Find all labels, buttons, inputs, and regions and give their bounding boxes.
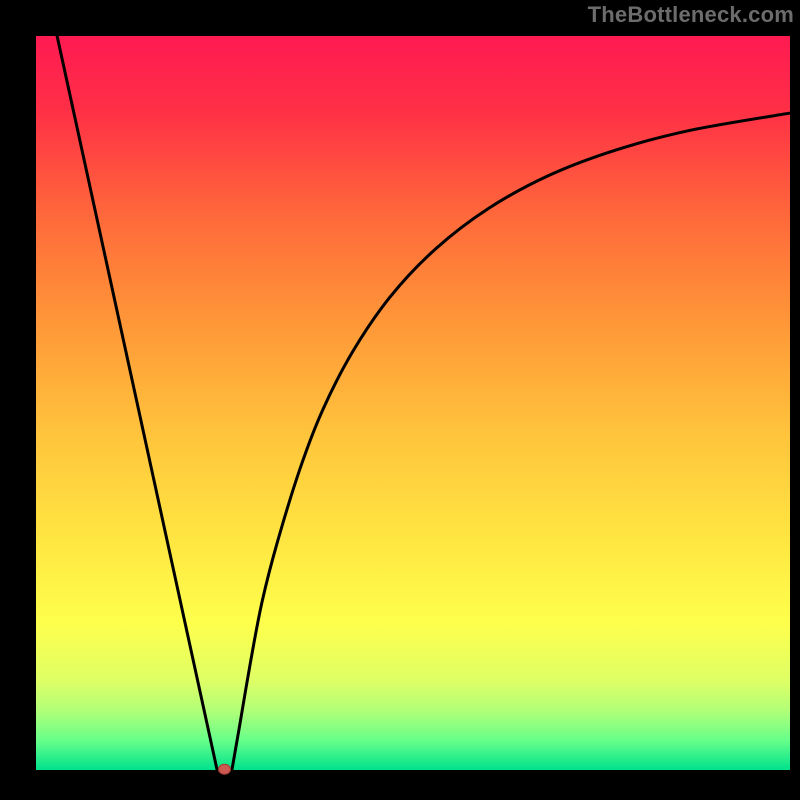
bottleneck-chart xyxy=(0,0,800,800)
plot-area-gradient xyxy=(36,36,790,770)
watermark-text: TheBottleneck.com xyxy=(588,2,794,28)
minimum-marker xyxy=(219,764,231,774)
